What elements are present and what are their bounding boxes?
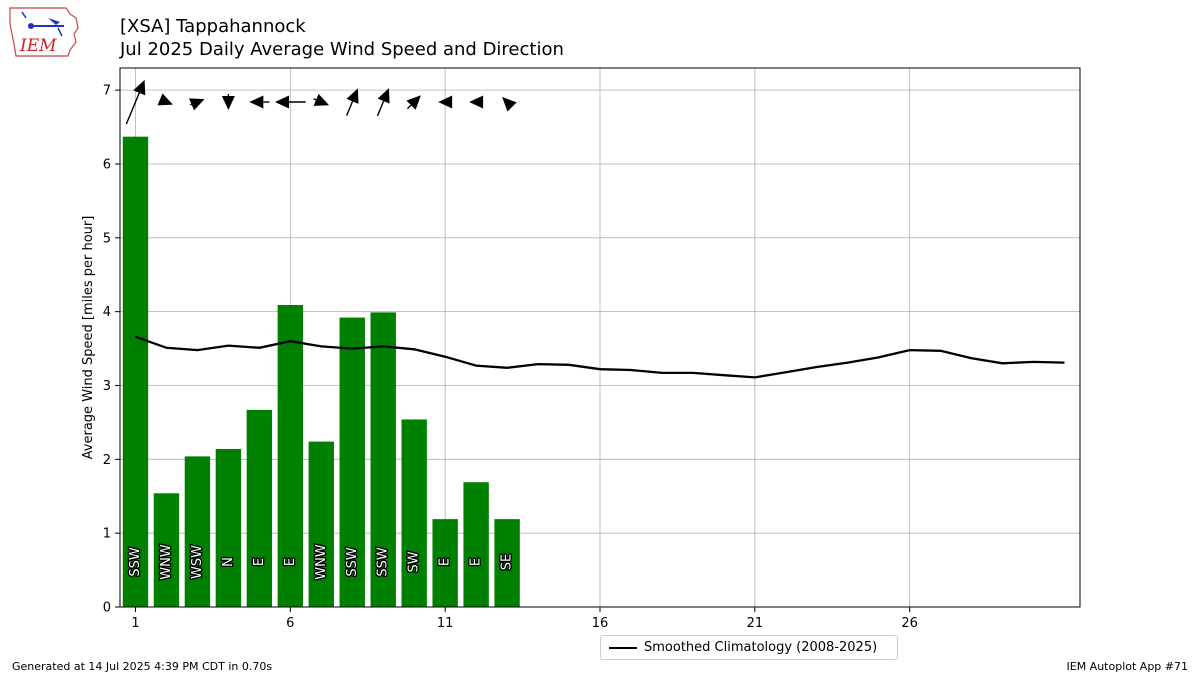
bar-day-3 xyxy=(184,456,211,607)
direction-label-day-2: WNW xyxy=(159,544,174,580)
wind-arrow-head xyxy=(157,93,173,106)
wind-arrow-shaft xyxy=(345,101,354,116)
wind-arrow-shaft xyxy=(376,100,385,117)
bar-day-5 xyxy=(246,409,273,607)
wind-arrow-head xyxy=(346,88,359,104)
x-tick-label: 21 xyxy=(747,616,764,631)
wind-arrow-head xyxy=(313,93,330,106)
bar-day-4 xyxy=(215,448,242,607)
y-tick-label: 0 xyxy=(103,601,111,616)
direction-label-day-11: E xyxy=(438,558,453,566)
wind-arrow-shaft xyxy=(406,104,412,110)
bar-day-6 xyxy=(277,305,304,607)
x-tick-label: 6 xyxy=(286,616,294,631)
bar-day-8 xyxy=(339,317,365,607)
bar-day-7 xyxy=(308,441,334,607)
y-tick-label: 4 xyxy=(103,305,111,320)
chart-subtitle: Jul 2025 Daily Average Wind Speed and Di… xyxy=(120,39,564,60)
wind-arrow-day-7 xyxy=(313,93,330,106)
wind-arrow-day-10 xyxy=(406,95,421,110)
climatology-series-line xyxy=(135,335,1065,379)
legend-label: Smoothed Climatology (2008-2025) xyxy=(644,640,878,655)
wind-arrow-day-2 xyxy=(157,93,173,106)
wind-arrow-day-3 xyxy=(189,98,205,111)
iem-state-logo-icon: IEM xyxy=(9,7,79,57)
wind-arrow-day-12 xyxy=(469,95,484,109)
direction-label-day-10: SW xyxy=(407,551,422,572)
wind-arrow-head xyxy=(406,95,421,110)
wind-arrow-head xyxy=(274,95,289,109)
x-tick-label: 1 xyxy=(131,616,139,631)
wind-arrow-day-8 xyxy=(345,88,359,116)
chart-title: [XSA] Tappahannock xyxy=(120,16,306,37)
direction-label-day-7: WNW xyxy=(314,544,329,580)
wind-arrow-head xyxy=(249,95,264,109)
direction-labels: SSW WNW WSW N E E WNW SSW SSW SW E E SE xyxy=(127,543,516,581)
wind-arrows xyxy=(125,79,517,125)
wind-arrow-shaft xyxy=(125,92,140,125)
wind-arrow-day-1 xyxy=(125,79,146,125)
iem-logo: IEM xyxy=(6,4,82,64)
bar-day-10 xyxy=(401,419,427,607)
bars xyxy=(122,136,520,608)
wind-arrow-day-11 xyxy=(438,95,453,109)
x-tick-label: 16 xyxy=(592,616,609,631)
direction-label-day-6: E xyxy=(283,558,298,566)
direction-label-day-8: SSW xyxy=(345,547,360,577)
wind-arrow-day-6 xyxy=(274,95,306,109)
bar-day-13 xyxy=(494,519,520,607)
bar-day-9 xyxy=(370,312,396,607)
direction-label-day-12: E xyxy=(469,558,484,566)
wind-arrow-shaft xyxy=(313,98,317,101)
wind-arrow-head xyxy=(502,97,517,112)
wind-arrow-day-13 xyxy=(502,97,517,112)
legend-line-swatch xyxy=(609,647,637,649)
y-tick-label: 3 xyxy=(103,379,111,394)
legend: Smoothed Climatology (2008-2025) xyxy=(600,635,898,660)
wind-arrow-day-4 xyxy=(221,93,235,111)
wind-arrow-head xyxy=(377,88,390,104)
direction-label-day-1: SSW xyxy=(128,547,143,577)
y-axis-ticks: 0 1 2 3 4 5 6 7 xyxy=(103,84,120,616)
bar-day-1 xyxy=(122,136,149,608)
bar-day-11 xyxy=(432,519,458,607)
x-tick-label: 11 xyxy=(437,616,454,631)
wind-arrow-day-5 xyxy=(249,95,270,109)
app-credit: IEM Autoplot App #71 xyxy=(1066,660,1189,673)
y-axis-label: Average Wind Speed [miles per hour] xyxy=(81,216,96,460)
y-tick-label: 6 xyxy=(103,157,111,172)
direction-label-day-5: E xyxy=(252,558,267,566)
direction-label-day-9: SSW xyxy=(376,547,391,577)
direction-label-day-3: WSW xyxy=(190,545,205,579)
wind-arrow-day-9 xyxy=(376,88,390,117)
bar-day-2 xyxy=(153,493,180,607)
y-tick-label: 7 xyxy=(103,84,111,99)
wind-arrow-head xyxy=(189,98,205,111)
x-tick-label: 26 xyxy=(901,616,918,631)
bar-day-12 xyxy=(463,482,489,607)
generated-timestamp: Generated at 14 Jul 2025 4:39 PM CDT in … xyxy=(12,660,273,673)
y-tick-label: 5 xyxy=(103,231,111,246)
wind-arrow-head xyxy=(133,79,146,96)
climatology-line xyxy=(135,335,1065,379)
wind-arrow-head xyxy=(469,95,484,109)
logo-text: IEM xyxy=(19,36,57,56)
direction-label-day-13: SE xyxy=(500,554,515,570)
wind-arrow-head xyxy=(438,95,453,109)
wind-arrow-head xyxy=(221,96,235,111)
y-tick-label: 2 xyxy=(103,453,111,468)
y-tick-label: 1 xyxy=(103,527,111,542)
direction-label-day-4: N xyxy=(221,557,236,567)
x-axis-ticks: 1 6 11 16 21 26 xyxy=(131,607,918,631)
